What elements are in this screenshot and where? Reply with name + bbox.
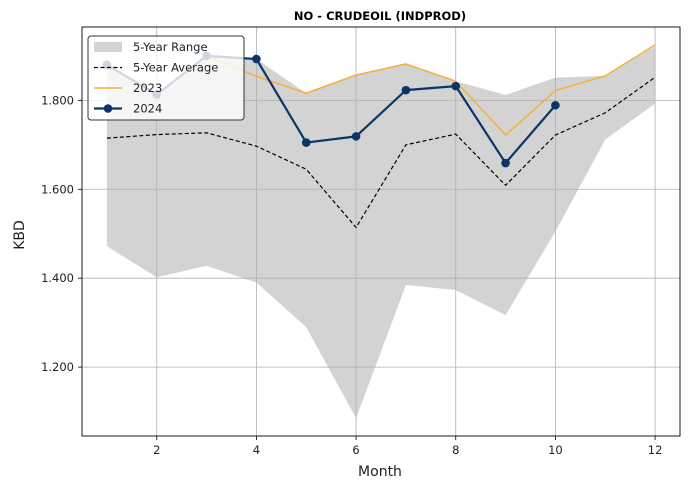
x-tick-label: 12 [648,443,663,457]
series-line-5-year-average [106,76,656,229]
legend-label: 2024 [133,102,162,116]
chart-title: NO - CRUDEOIL (INDPROD) [294,9,466,23]
legend: 5-Year Range 5-Year Average 2023 2024 [87,35,245,121]
range-layer [106,46,656,419]
legend-marker-2024 [103,104,113,113]
x-tick-label: 2 [153,443,160,457]
legend-label: 5-Year Average [133,61,218,75]
data-point-2024 [351,132,361,141]
axes-layer [81,26,681,437]
range-band [106,46,656,419]
data-point-2024 [501,158,510,168]
y-tick-label: 1.800 [41,93,74,107]
ticks-layer: 2 4 6 8 10 12 1.200 1.400 1.600 1.800 [41,93,662,457]
y-tick-label: 1.200 [41,360,74,374]
x-tick-label: 6 [352,443,359,457]
legend-label: 2023 [133,81,162,95]
data-point-2024 [401,85,411,95]
grid-layer [82,27,680,436]
plot-frame [81,26,681,437]
data-point-2024 [551,100,560,110]
legend-label: 5-Year Range [133,40,208,54]
x-tick-label: 8 [452,443,459,457]
data-point-2024 [252,54,261,64]
x-tick-label: 4 [253,443,260,457]
legend-swatch-range [94,42,122,52]
y-axis-label: KBD [12,220,28,250]
y-tick-label: 1.600 [41,182,74,196]
data-point-2024 [451,81,461,91]
y-tick-label: 1.400 [41,271,74,285]
legend-box [87,35,245,121]
x-axis-label: Month [358,464,402,480]
data-point-2024 [301,138,311,147]
x-tick-label: 10 [548,443,563,457]
